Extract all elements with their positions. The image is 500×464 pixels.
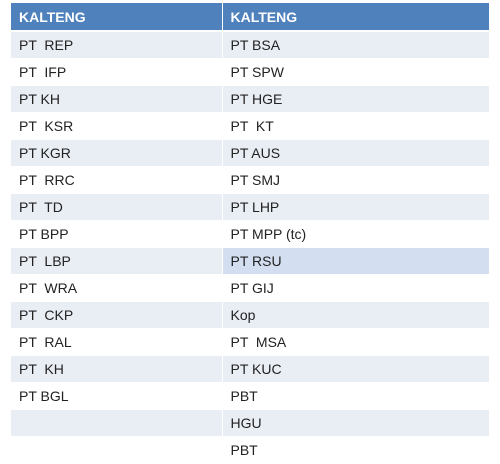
table-row: PT KH PT HGE — [11, 85, 489, 113]
table-cell: PT GIJ — [222, 274, 489, 302]
table-row: PT TD PT LHP — [11, 193, 489, 221]
table-row: HGU — [11, 409, 489, 437]
table-cell: PT RRC — [11, 166, 223, 194]
table-row: PT LBP PT RSU — [11, 247, 489, 275]
table-cell: PT KH — [11, 355, 223, 383]
table-cell: Kop — [222, 301, 489, 329]
table-cell: PBT — [222, 382, 489, 410]
table-cell — [11, 409, 223, 437]
table-cell: PT CKP — [11, 301, 223, 329]
column-header-2: KALTENG — [222, 3, 489, 32]
table-cell: PT MSA — [222, 328, 489, 356]
table-cell: PT BPP — [11, 220, 223, 248]
table-cell: PT SPW — [222, 58, 489, 86]
kalteng-table: KALTENG KALTENG PT REP PT BSA PT IFP PT … — [11, 3, 489, 464]
table-row: PT REP PT BSA — [11, 31, 489, 59]
table-row: PT KGR PT AUS — [11, 139, 489, 167]
table-row: PT WRA PT GIJ — [11, 274, 489, 302]
header-row: KALTENG KALTENG — [11, 3, 489, 32]
table-row: PT IFP PT SPW — [11, 58, 489, 86]
table-cell: PT KUC — [222, 355, 489, 383]
table-cell: PT KGR — [11, 139, 223, 167]
table-cell: PT HGE — [222, 85, 489, 113]
table-cell: PT MPP (tc) — [222, 220, 489, 248]
table-cell: PT BSA — [222, 31, 489, 59]
table-row: PT KH PT KUC — [11, 355, 489, 383]
table-cell: PT AUS — [222, 139, 489, 167]
table-row: PBT — [11, 436, 489, 464]
table-cell: PT TD — [11, 193, 223, 221]
table-body: PT REP PT BSA PT IFP PT SPW PT KH PT HGE… — [11, 31, 489, 464]
table-row: PT RAL PT MSA — [11, 328, 489, 356]
table-cell: PT LBP — [11, 247, 223, 275]
table-cell — [11, 436, 223, 464]
table-row: PT KSR PT KT — [11, 112, 489, 140]
table-cell: PT SMJ — [222, 166, 489, 194]
table-cell: PT WRA — [11, 274, 223, 302]
cutoff-title-strip — [0, 0, 500, 4]
table-cell: PBT — [222, 436, 489, 464]
table-row: PT BPP PT MPP (tc) — [11, 220, 489, 248]
column-header-1: KALTENG — [11, 3, 223, 32]
table-row: PT RRC PT SMJ — [11, 166, 489, 194]
table-cell: PT KSR — [11, 112, 223, 140]
table-cell: PT IFP — [11, 58, 223, 86]
table-row: PT BGL PBT — [11, 382, 489, 410]
table-cell: HGU — [222, 409, 489, 437]
table-cell: PT REP — [11, 31, 223, 59]
table-cell-highlighted: PT RSU — [222, 247, 489, 275]
table-cell: PT BGL — [11, 382, 223, 410]
table-row: PT CKP Kop — [11, 301, 489, 329]
table-cell: PT LHP — [222, 193, 489, 221]
table-cell: PT KH — [11, 85, 223, 113]
table-cell: PT RAL — [11, 328, 223, 356]
table-cell: PT KT — [222, 112, 489, 140]
